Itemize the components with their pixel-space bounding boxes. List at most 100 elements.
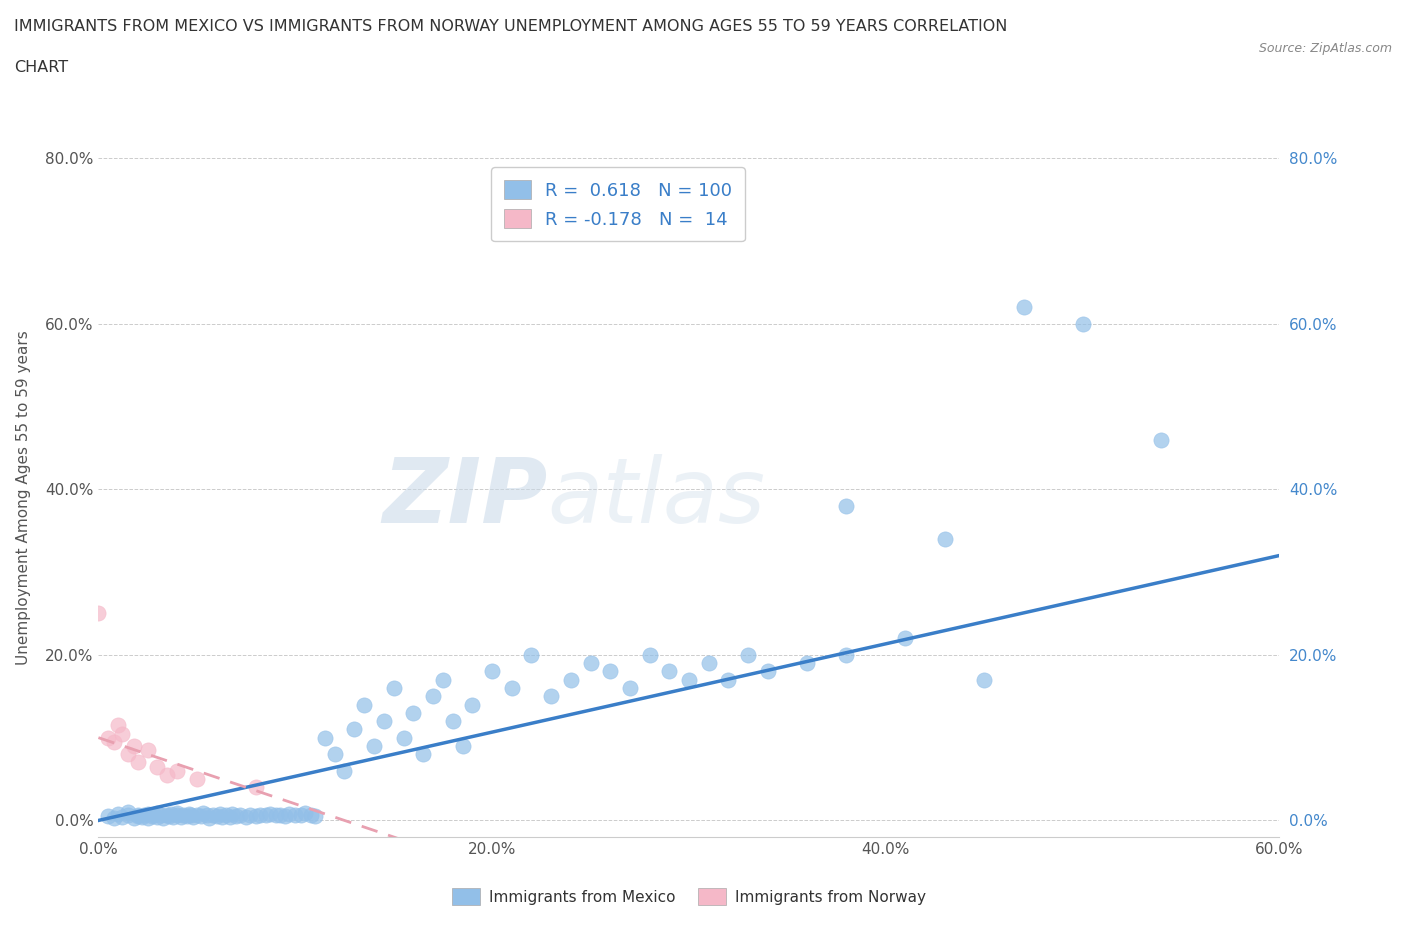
Point — [254, 808, 277, 823]
Point — [146, 759, 169, 774]
Point — [141, 809, 163, 824]
Point — [157, 809, 180, 824]
Point — [294, 805, 316, 820]
Point — [934, 532, 956, 547]
Point — [122, 811, 145, 826]
Point — [235, 810, 257, 825]
Point — [103, 811, 125, 826]
Point — [172, 807, 194, 822]
Point — [1150, 432, 1173, 447]
Point — [245, 780, 267, 795]
Point — [353, 698, 375, 712]
Point — [540, 689, 562, 704]
Point — [132, 808, 155, 823]
Point — [796, 656, 818, 671]
Point — [221, 806, 243, 821]
Point — [176, 809, 198, 824]
Point — [191, 805, 214, 820]
Point — [170, 810, 193, 825]
Point — [432, 672, 454, 687]
Point — [131, 810, 153, 825]
Point — [363, 738, 385, 753]
Point — [97, 730, 120, 745]
Point — [127, 807, 149, 822]
Point — [579, 656, 602, 671]
Point — [162, 810, 184, 825]
Point — [111, 810, 134, 825]
Point — [461, 698, 484, 712]
Text: IMMIGRANTS FROM MEXICO VS IMMIGRANTS FROM NORWAY UNEMPLOYMENT AMONG AGES 55 TO 5: IMMIGRANTS FROM MEXICO VS IMMIGRANTS FRO… — [14, 19, 1008, 33]
Point — [117, 808, 139, 823]
Point — [269, 807, 291, 822]
Point — [314, 730, 336, 745]
Point — [422, 689, 444, 704]
Point — [304, 809, 326, 824]
Point — [259, 806, 281, 821]
Point — [323, 747, 346, 762]
Point — [520, 647, 543, 662]
Point — [225, 809, 247, 824]
Point — [560, 672, 582, 687]
Point — [205, 809, 228, 824]
Text: CHART: CHART — [14, 60, 67, 75]
Point — [382, 681, 405, 696]
Point — [190, 809, 212, 824]
Point — [177, 806, 200, 821]
Point — [412, 747, 434, 762]
Point — [481, 664, 503, 679]
Point — [638, 647, 661, 662]
Point — [166, 805, 188, 820]
Point — [195, 808, 218, 823]
Point — [274, 809, 297, 824]
Point — [156, 807, 179, 822]
Point — [501, 681, 523, 696]
Point — [658, 664, 681, 679]
Point — [201, 807, 224, 822]
Point — [156, 767, 179, 782]
Point — [166, 808, 188, 823]
Point — [290, 808, 312, 823]
Point — [1012, 299, 1035, 314]
Point — [835, 647, 858, 662]
Point — [136, 806, 159, 821]
Point — [249, 807, 271, 822]
Point — [97, 809, 120, 824]
Point — [180, 808, 202, 823]
Point — [117, 747, 139, 762]
Point — [343, 722, 366, 737]
Point — [166, 764, 188, 778]
Point — [122, 738, 145, 753]
Point — [278, 806, 301, 821]
Point — [211, 810, 233, 825]
Text: atlas: atlas — [547, 454, 765, 541]
Point — [111, 726, 134, 741]
Point — [117, 804, 139, 819]
Point — [127, 809, 149, 824]
Point — [160, 806, 183, 821]
Y-axis label: Unemployment Among Ages 55 to 59 years: Unemployment Among Ages 55 to 59 years — [17, 330, 31, 665]
Point — [107, 806, 129, 821]
Point — [103, 735, 125, 750]
Point — [402, 705, 425, 720]
Point — [107, 718, 129, 733]
Point — [441, 713, 464, 728]
Point — [186, 772, 208, 787]
Point — [717, 672, 740, 687]
Point — [284, 807, 307, 822]
Point — [219, 810, 242, 825]
Point — [894, 631, 917, 645]
Point — [451, 738, 474, 753]
Point — [373, 713, 395, 728]
Point — [697, 656, 720, 671]
Point — [152, 811, 174, 826]
Point — [973, 672, 995, 687]
Point — [146, 810, 169, 825]
Point — [197, 811, 219, 826]
Point — [150, 808, 173, 823]
Point — [127, 755, 149, 770]
Point — [87, 606, 110, 621]
Point — [599, 664, 621, 679]
Point — [1071, 316, 1094, 331]
Point — [299, 807, 322, 822]
Point — [392, 730, 415, 745]
